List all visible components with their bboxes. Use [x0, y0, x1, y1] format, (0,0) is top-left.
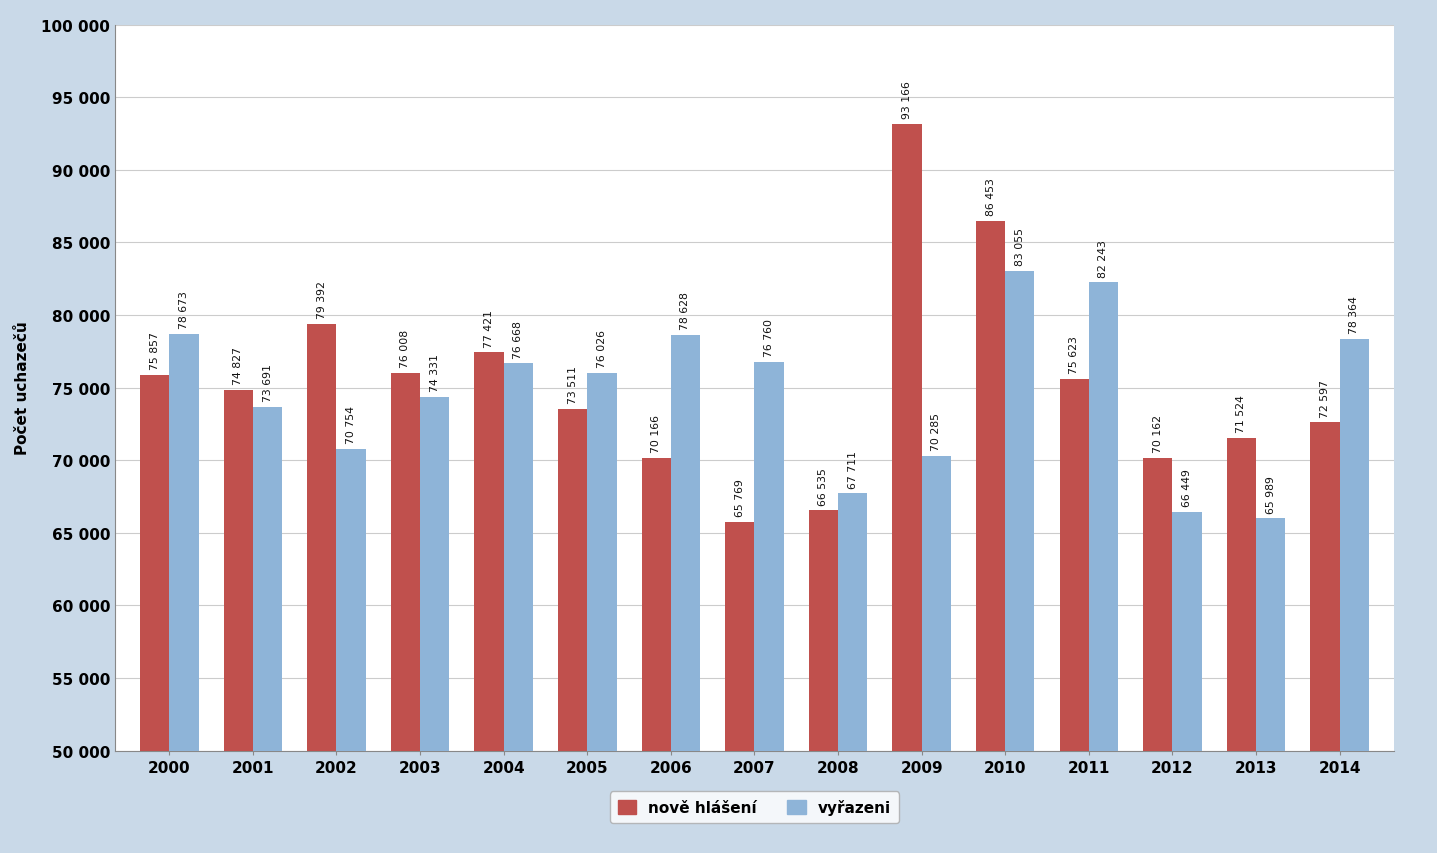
Text: 78 673: 78 673: [180, 291, 188, 329]
Bar: [170, 335, 198, 751]
Bar: [588, 374, 616, 751]
Text: 76 760: 76 760: [764, 319, 775, 357]
Bar: [139, 375, 170, 751]
Y-axis label: Počet uchazečů: Počet uchazečů: [16, 322, 30, 455]
Text: 73 511: 73 511: [568, 366, 578, 404]
Bar: [336, 450, 366, 751]
Text: 83 055: 83 055: [1015, 228, 1025, 265]
Text: 65 769: 65 769: [734, 479, 744, 516]
Bar: [671, 335, 700, 751]
Bar: [1006, 271, 1035, 751]
Text: 72 597: 72 597: [1321, 380, 1329, 417]
Bar: [726, 522, 754, 751]
Text: 66 535: 66 535: [819, 467, 828, 505]
Bar: [892, 125, 921, 751]
Bar: [1089, 283, 1118, 751]
Bar: [976, 222, 1006, 751]
Text: 76 008: 76 008: [401, 329, 411, 368]
Bar: [1227, 438, 1256, 751]
Bar: [253, 407, 282, 751]
Text: 86 453: 86 453: [986, 178, 996, 216]
Text: 70 285: 70 285: [931, 413, 941, 450]
Text: 66 449: 66 449: [1183, 468, 1193, 507]
Text: 82 243: 82 243: [1098, 240, 1108, 277]
Bar: [809, 511, 838, 751]
Bar: [308, 324, 336, 751]
Bar: [1256, 519, 1285, 751]
Bar: [474, 353, 503, 751]
Text: 76 668: 76 668: [513, 320, 523, 358]
Bar: [754, 363, 783, 751]
Text: 74 331: 74 331: [430, 354, 440, 392]
Bar: [420, 397, 450, 751]
Text: 78 628: 78 628: [681, 292, 690, 330]
Bar: [1173, 512, 1201, 751]
Bar: [1311, 423, 1339, 751]
Text: 75 623: 75 623: [1069, 335, 1079, 374]
Text: 65 989: 65 989: [1266, 475, 1276, 513]
Bar: [503, 364, 533, 751]
Text: 67 711: 67 711: [848, 450, 858, 488]
Bar: [1142, 458, 1173, 751]
Bar: [921, 456, 951, 751]
Legend: nově hlášení, vyřazeni: nově hlášení, vyřazeni: [611, 792, 898, 823]
Bar: [1339, 339, 1369, 751]
Text: 71 524: 71 524: [1236, 395, 1246, 432]
Text: 70 166: 70 166: [651, 415, 661, 452]
Text: 77 421: 77 421: [484, 310, 494, 347]
Bar: [558, 409, 588, 751]
Text: 73 691: 73 691: [263, 363, 273, 401]
Text: 70 162: 70 162: [1152, 415, 1163, 452]
Bar: [391, 374, 420, 751]
Text: 79 392: 79 392: [316, 281, 326, 319]
Text: 78 364: 78 364: [1349, 296, 1359, 334]
Bar: [224, 391, 253, 751]
Bar: [641, 458, 671, 751]
Text: 70 754: 70 754: [346, 406, 356, 444]
Text: 74 827: 74 827: [233, 347, 243, 385]
Bar: [1059, 379, 1089, 751]
Bar: [838, 494, 868, 751]
Text: 76 026: 76 026: [596, 329, 606, 368]
Text: 93 166: 93 166: [902, 81, 912, 119]
Text: 75 857: 75 857: [149, 332, 160, 370]
